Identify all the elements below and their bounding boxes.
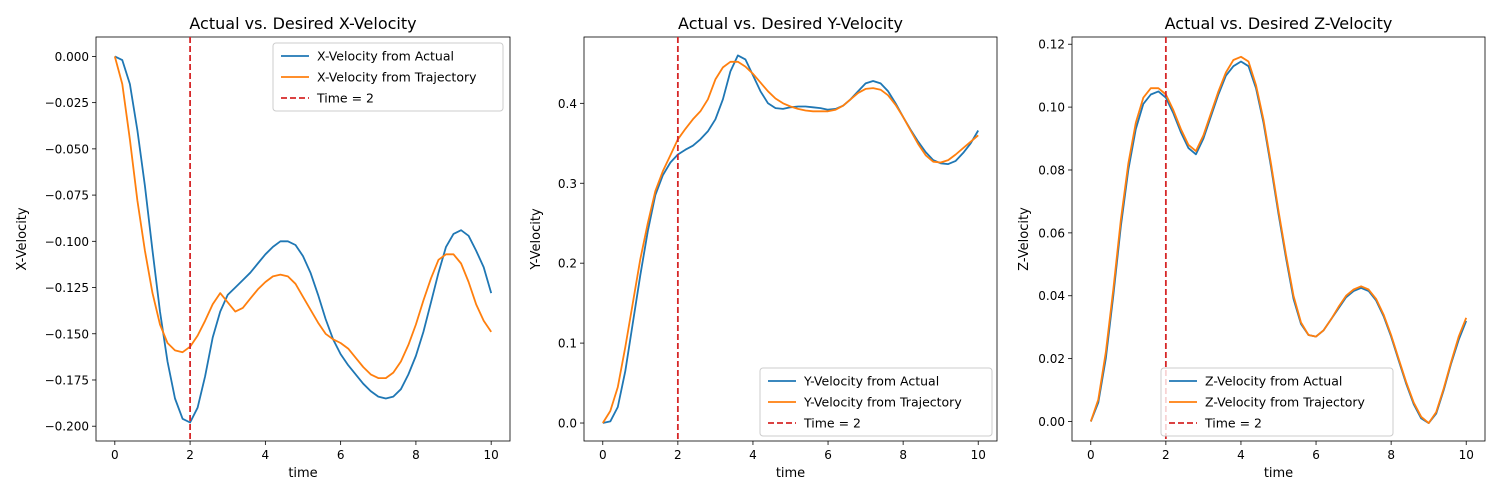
- y-tick-label: 0.04: [1038, 289, 1065, 303]
- chart-panel-1: Actual vs. Desired X-Velocity 0 2 4 6 8 10 0.00…: [15, 14, 511, 481]
- legend-label: X-Velocity from Actual: [317, 49, 454, 64]
- legend: X-Velocity from Actual X-Velocity from Tr…: [272, 42, 504, 112]
- y-axis-label: Y-Velocity: [529, 208, 544, 271]
- legend-label: Y-Velocity from Trajectory: [803, 395, 962, 410]
- series-line-actual: [114, 55, 493, 424]
- plot-frame: [95, 36, 511, 442]
- y-tick-label: −0.025: [45, 96, 89, 110]
- legend-label: X-Velocity from Trajectory: [317, 70, 477, 85]
- x-tick-label: 6: [337, 448, 345, 462]
- y-tick-label: 0.2: [558, 257, 577, 271]
- plot-area: [113, 37, 493, 441]
- legend: Y-Velocity from Actual Y-Velocity from Tr…: [759, 367, 993, 437]
- y-tick-label: 0.06: [1038, 226, 1065, 240]
- y-tick-label: −0.200: [45, 420, 89, 434]
- x-tick-label: 2: [186, 448, 194, 462]
- plot-frame: [583, 36, 998, 442]
- x-tick-label: 8: [412, 448, 420, 462]
- legend-label: Z-Velocity from Actual: [1205, 374, 1342, 389]
- chart-panel-3: Actual vs. Desired Z-Velocity 0 2 4 6 8 10 0.00…: [1017, 14, 1486, 481]
- x-tick-label: 6: [1312, 448, 1320, 462]
- x-tick-label: 0: [599, 448, 607, 462]
- y-tick-label: −0.125: [45, 281, 89, 295]
- y-tick-label: 0.4: [558, 97, 577, 111]
- x-tick-label: 8: [899, 448, 907, 462]
- x-axis-label: time: [1264, 466, 1293, 481]
- legend-label: Time = 2: [1204, 416, 1262, 431]
- y-axis-label: X-Velocity: [15, 207, 30, 270]
- y-tick-label: 0.12: [1038, 38, 1065, 52]
- legend-label: Time = 2: [316, 91, 374, 106]
- y-tick-label: 0.02: [1038, 352, 1065, 366]
- x-tick-label: 6: [824, 448, 832, 462]
- y-tick-label: −0.175: [45, 373, 89, 387]
- y-tick-label: 0.3: [558, 177, 577, 191]
- legend-box: [272, 42, 504, 112]
- y-tick-label: 0.10: [1038, 101, 1065, 115]
- y-tick-label: 0.0: [558, 417, 577, 431]
- legend-label: Z-Velocity from Trajectory: [1205, 395, 1366, 410]
- x-tick-label: 0: [111, 448, 119, 462]
- x-tick-label: 4: [1237, 448, 1245, 462]
- x-tick-label: 2: [1162, 448, 1170, 462]
- y-tick-label: 0.00: [1038, 415, 1065, 429]
- x-tick-label: 10: [971, 448, 986, 462]
- x-axis-label: time: [288, 466, 317, 481]
- y-tick-label: −0.075: [45, 189, 89, 203]
- plot-area: [602, 37, 979, 441]
- legend-label: Y-Velocity from Actual: [803, 374, 939, 389]
- y-axis-label: Z-Velocity: [1017, 207, 1032, 271]
- x-tick-label: 2: [674, 448, 682, 462]
- legend-label: Time = 2: [803, 416, 861, 431]
- series-line-trajectory: [602, 60, 979, 424]
- x-tick-label: 8: [1387, 448, 1395, 462]
- chart-title: Actual vs. Desired Y-Velocity: [678, 14, 903, 33]
- chart-title: Actual vs. Desired X-Velocity: [189, 14, 416, 33]
- y-tick-label: 0.08: [1038, 163, 1065, 177]
- y-tick-label: −0.150: [45, 327, 89, 341]
- y-tick-label: 0.1: [558, 337, 577, 351]
- plot-frame: [1071, 36, 1486, 442]
- x-tick-label: 10: [484, 448, 499, 462]
- x-axis-label: time: [776, 466, 805, 481]
- x-tick-label: 0: [1087, 448, 1095, 462]
- chart-panel-2: Actual vs. Desired Y-Velocity 0 2 4 6 8 10 0.0 0…: [529, 14, 998, 481]
- series-line-trajectory: [1089, 55, 1468, 425]
- y-tick-label: 0.000: [55, 50, 89, 64]
- x-tick-label: 4: [262, 448, 270, 462]
- legend: Z-Velocity from Actual Z-Velocity from Tr…: [1160, 367, 1394, 437]
- y-tick-label: −0.100: [45, 235, 89, 249]
- series-line-trajectory: [113, 56, 492, 380]
- x-tick-label: 4: [749, 448, 757, 462]
- legend-box: [1160, 367, 1394, 437]
- legend-box: [759, 367, 993, 437]
- y-tick-label: −0.050: [45, 142, 89, 156]
- chart-title: Actual vs. Desired Z-Velocity: [1165, 14, 1393, 33]
- x-tick-label: 10: [1459, 448, 1474, 462]
